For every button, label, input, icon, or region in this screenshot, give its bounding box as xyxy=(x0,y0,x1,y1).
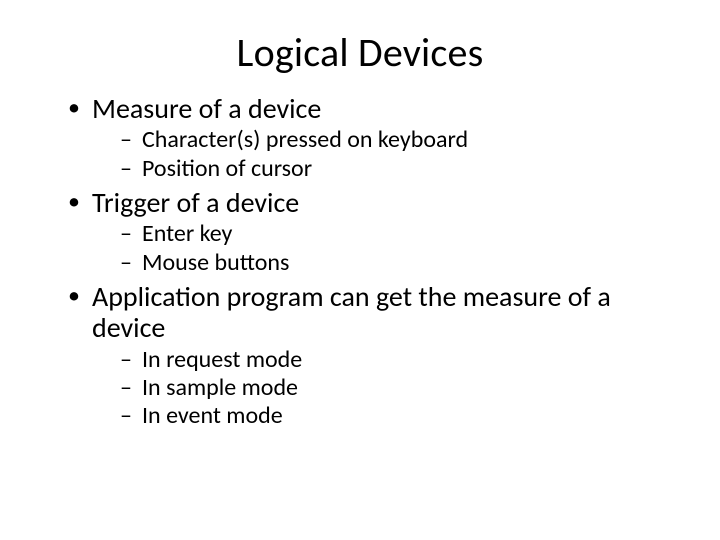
bullet-list: Measure of a device Character(s) pressed… xyxy=(40,93,680,431)
list-item: In request mode xyxy=(120,346,680,374)
slide: Logical Devices Measure of a device Char… xyxy=(0,0,720,540)
list-item: Mouse buttons xyxy=(120,249,680,277)
list-item: Application program can get the measure … xyxy=(68,281,680,431)
bullet-text: Enter key xyxy=(142,219,232,248)
bullet-text: Trigger of a device xyxy=(92,185,299,220)
bullet-text: Character(s) pressed on keyboard xyxy=(142,125,468,154)
bullet-text: In event mode xyxy=(142,401,283,430)
list-item: Enter key xyxy=(120,220,680,248)
list-item: Position of cursor xyxy=(120,155,680,183)
bullet-text: Application program can get the measure … xyxy=(92,279,611,345)
list-item: In event mode xyxy=(120,402,680,430)
list-item: In sample mode xyxy=(120,374,680,402)
bullet-text: Mouse buttons xyxy=(142,248,289,277)
slide-title: Logical Devices xyxy=(40,28,680,77)
list-item: Measure of a device Character(s) pressed… xyxy=(68,93,680,183)
sub-list: In request mode In sample mode In event … xyxy=(92,346,680,431)
bullet-text: Measure of a device xyxy=(92,91,321,126)
list-item: Character(s) pressed on keyboard xyxy=(120,126,680,154)
bullet-text: Position of cursor xyxy=(142,154,312,183)
sub-list: Character(s) pressed on keyboard Positio… xyxy=(92,126,680,183)
list-item: Trigger of a device Enter key Mouse butt… xyxy=(68,187,680,277)
bullet-text: In sample mode xyxy=(142,373,298,402)
sub-list: Enter key Mouse buttons xyxy=(92,220,680,277)
bullet-text: In request mode xyxy=(142,345,302,374)
